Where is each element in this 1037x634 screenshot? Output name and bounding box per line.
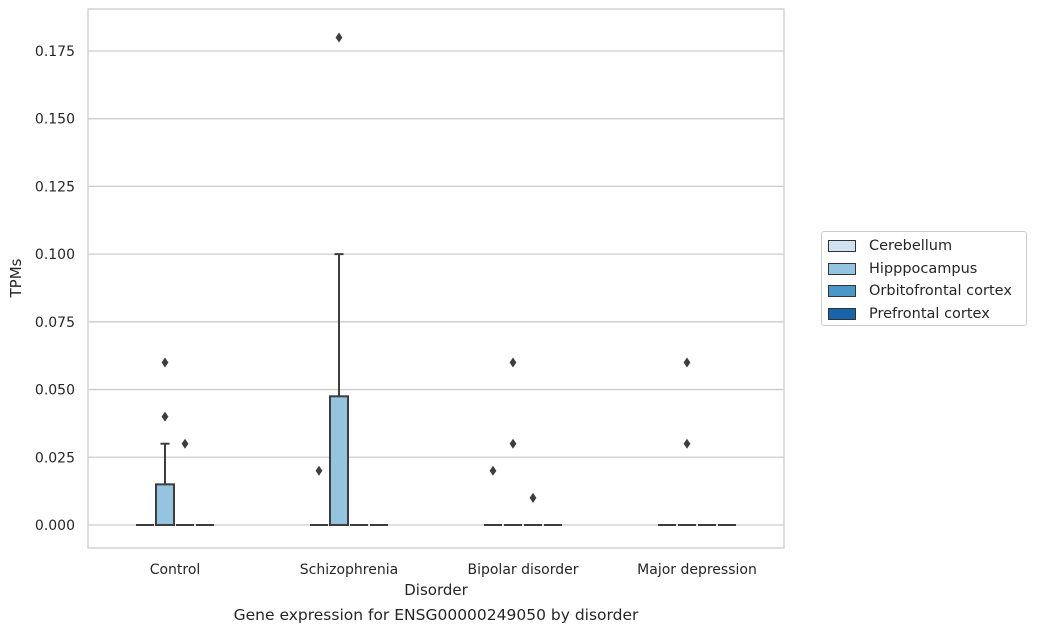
box-iqr xyxy=(328,395,349,526)
y-tick-label: 0.100 xyxy=(35,247,75,263)
y-tick-labels: 0.000 0.025 0.050 0.075 0.100 0.125 0.150 0.175 xyxy=(35,44,75,534)
outlier-point xyxy=(161,357,169,368)
legend-swatch xyxy=(828,285,856,298)
boxes xyxy=(135,253,737,526)
y-tick-label: 0.050 xyxy=(35,383,75,399)
x-tick-label: Bipolar disorder xyxy=(467,562,578,578)
legend-swatch xyxy=(828,262,856,275)
legend-item-prefrontal-cortex: Prefrontal cortex xyxy=(828,303,1026,326)
outlier-point xyxy=(315,465,323,476)
x-axis-title: Disorder xyxy=(404,581,468,599)
y-tick-label: 0.175 xyxy=(35,44,75,60)
y-axis-title: TPMs xyxy=(7,258,25,298)
box-iqr xyxy=(154,483,176,526)
outlier-point xyxy=(509,438,517,449)
y-tick-label: 0.025 xyxy=(35,450,75,466)
chart-caption: Gene expression for ENSG00000249050 by d… xyxy=(233,606,639,624)
outlier-point xyxy=(509,357,517,368)
plot-area-frame xyxy=(87,8,785,549)
legend-item-hippocampus: Hipppocampus xyxy=(828,258,1026,281)
y-tick-label: 0.150 xyxy=(35,112,75,128)
x-tick-label: Major depression xyxy=(637,562,757,578)
x-tick-label: Control xyxy=(150,562,201,578)
outlier-points xyxy=(161,32,691,503)
legend-swatch xyxy=(828,307,856,320)
x-tick-labels: Control Schizophrenia Bipolar disorder Majo… xyxy=(150,562,757,578)
gridlines xyxy=(88,50,784,526)
outlier-point xyxy=(529,492,537,503)
y-tick-label: 0.000 xyxy=(35,518,75,534)
y-tick-label: 0.125 xyxy=(35,179,75,195)
legend-swatch xyxy=(828,240,856,253)
outlier-point xyxy=(683,357,691,368)
outlier-point xyxy=(489,465,497,476)
legend: Cerebellum Hipppocampus Orbitofrontal co… xyxy=(821,231,1027,326)
legend-item-cerebellum: Cerebellum xyxy=(828,235,1026,258)
outlier-point xyxy=(181,438,189,449)
y-tick-label: 0.075 xyxy=(35,315,75,331)
outlier-point xyxy=(683,438,691,449)
legend-item-orbitofrontal-cortex: Orbitofrontal cortex xyxy=(828,280,1026,303)
outlier-point xyxy=(161,411,169,422)
legend-label: Orbitofrontal cortex xyxy=(869,283,1012,300)
outlier-point xyxy=(335,32,343,43)
x-tick-label: Schizophrenia xyxy=(300,562,398,578)
legend-label: Prefrontal cortex xyxy=(869,305,990,322)
legend-label: Cerebellum xyxy=(869,238,953,255)
legend-label: Hipppocampus xyxy=(869,260,978,277)
